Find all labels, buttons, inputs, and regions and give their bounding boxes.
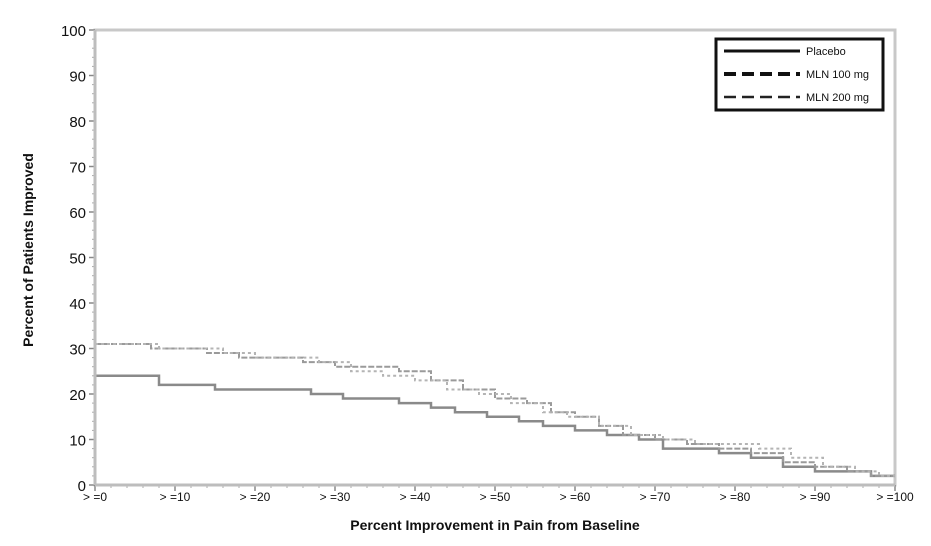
y-tick-label: 30 [69,342,86,359]
y-tick-label: 100 [61,23,86,40]
y-tick-label: 0 [78,478,86,495]
x-tick-label: > =0 [83,490,107,504]
y-tick-label: 10 [69,433,86,450]
series-layer [95,342,895,478]
y-axis-title: Percent of Patients Improved [20,153,36,347]
x-tick-label: > =50 [480,490,511,504]
legend-label-mln100: MLN 100 mg [806,69,869,81]
x-tick-label: > =20 [240,490,271,504]
x-tick-label: > =30 [320,490,351,504]
series-line-mln-100-mg [95,342,895,477]
x-tick-label: > =10 [160,490,191,504]
y-tick-label: 20 [69,387,86,404]
legend: Placebo MLN 100 mg MLN 200 mg [714,37,885,112]
series-line-placebo [95,374,895,478]
x-axis: > =0 > =10 > =20 > =30 > =40 > =50 > =60 > =70 >… [83,485,914,504]
y-tick-label: 40 [69,296,86,313]
x-tick-label: > =100 [876,490,914,504]
y-tick-label: 50 [69,251,86,268]
x-tick-label: > =70 [640,490,671,504]
legend-label-placebo: Placebo [806,46,846,58]
x-axis-title: Percent Improvement in Pain from Baselin… [350,517,640,533]
y-axis: 0 10 20 30 40 50 60 70 80 90 100 [61,23,95,495]
x-tick-label: > =60 [560,490,591,504]
x-tick-label: > =90 [800,490,831,504]
y-tick-label: 70 [69,160,86,177]
legend-label-mln200: MLN 200 mg [806,92,869,104]
y-tick-label: 60 [69,205,86,222]
y-tick-label: 90 [69,69,86,86]
y-tick-label: 80 [69,114,86,131]
x-tick-label: > =40 [400,490,431,504]
x-tick-label: > =80 [720,490,751,504]
